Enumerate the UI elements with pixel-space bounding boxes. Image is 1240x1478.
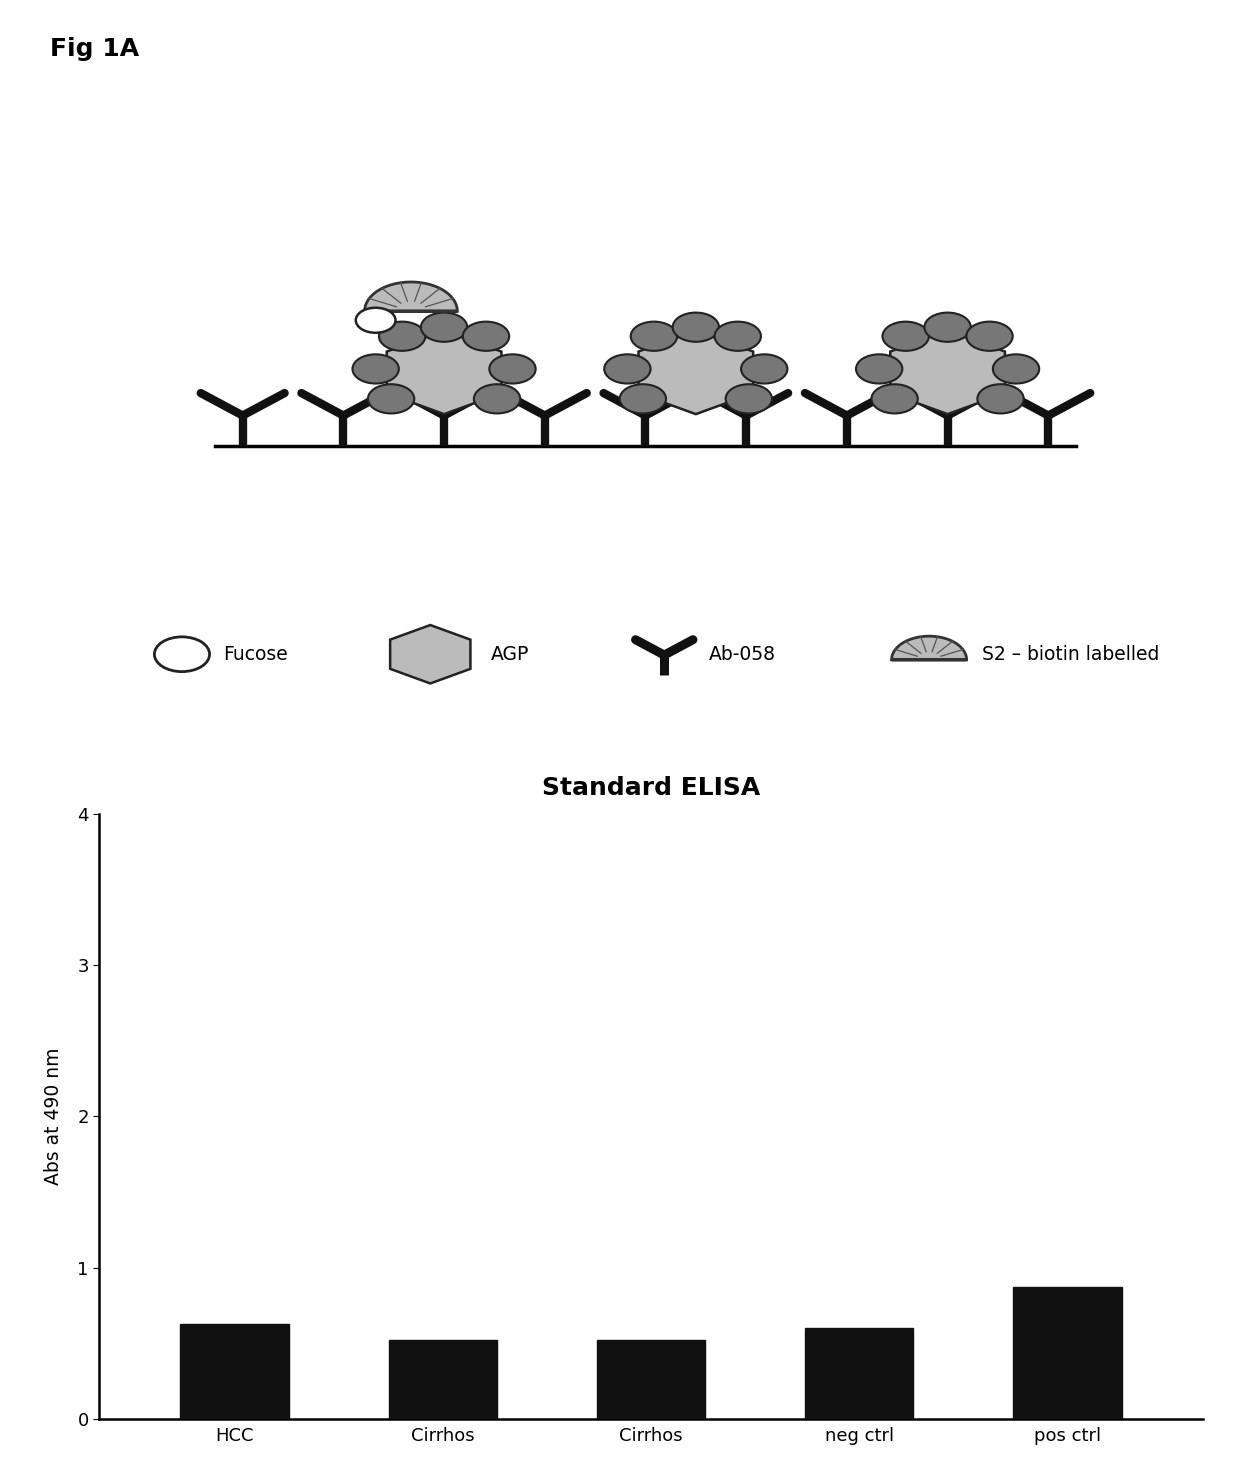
Polygon shape: [890, 331, 1004, 414]
Bar: [1013, 1287, 1122, 1419]
Text: Fucose: Fucose: [223, 644, 288, 664]
Polygon shape: [391, 625, 470, 683]
Circle shape: [352, 355, 399, 383]
Circle shape: [872, 384, 918, 414]
Bar: [180, 1324, 289, 1419]
Circle shape: [725, 384, 773, 414]
Title: Standard ELISA: Standard ELISA: [542, 776, 760, 800]
Circle shape: [154, 637, 210, 671]
Polygon shape: [365, 282, 458, 312]
Bar: [805, 1329, 914, 1419]
Text: S2 – biotin labelled: S2 – biotin labelled: [982, 644, 1159, 664]
Polygon shape: [387, 331, 501, 414]
Circle shape: [420, 312, 467, 341]
Circle shape: [490, 355, 536, 383]
Circle shape: [620, 384, 666, 414]
Circle shape: [977, 384, 1024, 414]
Y-axis label: Abs at 490 nm: Abs at 490 nm: [45, 1048, 63, 1185]
Text: Ab-058: Ab-058: [708, 644, 775, 664]
Polygon shape: [892, 636, 967, 659]
Circle shape: [463, 322, 510, 350]
Circle shape: [604, 355, 651, 383]
Circle shape: [924, 312, 971, 341]
Circle shape: [966, 322, 1013, 350]
Circle shape: [474, 384, 521, 414]
Circle shape: [672, 312, 719, 341]
Circle shape: [631, 322, 677, 350]
Circle shape: [379, 322, 425, 350]
Bar: [388, 1341, 497, 1419]
Circle shape: [368, 384, 414, 414]
Bar: [596, 1341, 706, 1419]
Circle shape: [883, 322, 929, 350]
Circle shape: [856, 355, 903, 383]
Circle shape: [993, 355, 1039, 383]
Text: AGP: AGP: [491, 644, 529, 664]
Circle shape: [356, 307, 396, 333]
Polygon shape: [639, 331, 753, 414]
Circle shape: [714, 322, 761, 350]
Circle shape: [742, 355, 787, 383]
Text: Fig 1A: Fig 1A: [50, 37, 139, 61]
